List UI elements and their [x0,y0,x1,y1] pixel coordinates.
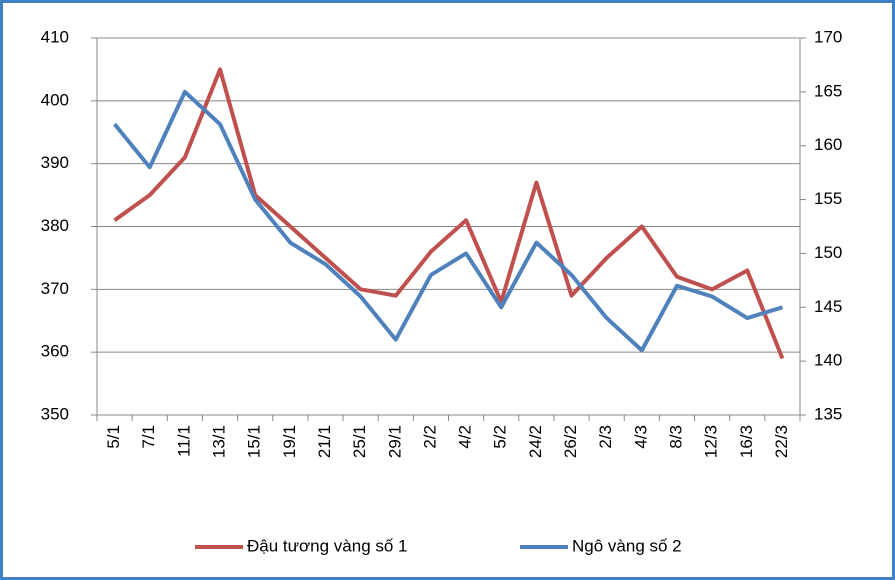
y-tick-label: 370 [41,279,69,298]
y2-tick-label: 170 [814,27,842,46]
y2-tick-label: 145 [814,297,842,316]
y2-tick-label: 135 [814,404,842,423]
y2-tick-label: 165 [814,81,842,100]
y2-tick-label: 155 [814,189,842,208]
y-tick-label: 400 [41,90,69,109]
x-tick-label: 16/3 [737,425,756,458]
x-tick-label: 15/1 [245,425,264,458]
y-tick-label: 390 [41,153,69,172]
x-tick-label: 2/2 [420,425,439,449]
series-line [113,67,785,360]
y-tick-label: 410 [41,27,69,46]
x-tick-label: 21/1 [315,425,334,458]
x-tick-label: 8/3 [666,425,685,449]
x-tick-label: 29/1 [385,425,404,458]
x-tick-label: 22/3 [772,425,791,458]
series-line [113,89,784,353]
x-tick-label: 5/2 [491,425,510,449]
y-tick-label: 380 [41,216,69,235]
x-tick-label: 5/1 [104,425,123,449]
x-tick-label: 2/3 [596,425,615,449]
x-tick-label: 7/1 [139,425,158,449]
x-tick-label: 11/1 [174,425,193,457]
y-tick-label: 360 [41,342,69,361]
x-tick-label: 12/3 [702,425,721,458]
legend-label: Ngô vàng số 2 [572,536,682,555]
x-tick-label: 19/1 [280,425,299,458]
legend-label: Đậu tương vàng số 1 [247,536,408,555]
y2-tick-label: 140 [814,351,842,370]
y2-tick-label: 160 [814,135,842,154]
y-tick-label: 350 [41,404,69,423]
x-tick-label: 26/2 [561,425,580,458]
x-tick-label: 24/2 [526,425,545,458]
x-tick-label: 13/1 [210,425,229,458]
x-tick-label: 25/1 [350,425,369,458]
x-tick-label: 4/3 [631,425,650,449]
x-tick-label: 4/2 [456,425,475,449]
y2-tick-label: 150 [814,243,842,262]
